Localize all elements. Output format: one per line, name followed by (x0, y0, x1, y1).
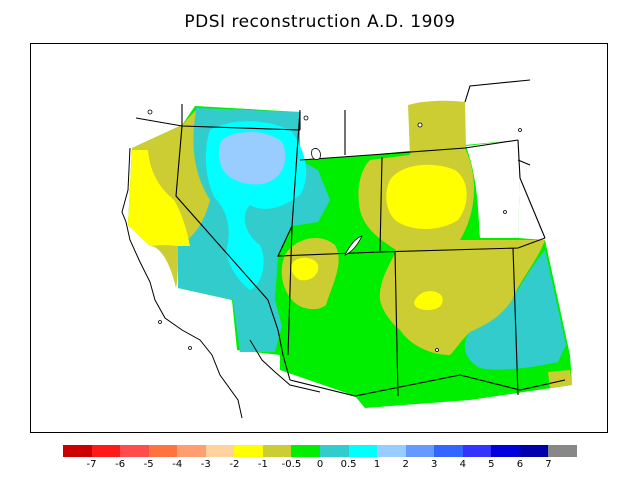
border-sd-ne (517, 159, 531, 166)
legend-swatch (262, 445, 292, 457)
legend-tick-label: 2 (402, 459, 409, 470)
island-1 (158, 320, 162, 324)
lake-4 (417, 122, 423, 128)
legend-tick-label: -6 (115, 459, 126, 470)
border-ok (512, 247, 519, 396)
chart-title: PDSI reconstruction A.D. 1909 (184, 12, 456, 32)
coastline-ca (121, 147, 243, 419)
legend-swatch (177, 445, 207, 457)
field-dry-wy (386, 164, 467, 229)
legend-tick-label: -7 (86, 459, 97, 470)
legend-swatch (120, 445, 150, 457)
legend-tick-label: -4 (172, 459, 183, 470)
legend-swatch (519, 445, 549, 457)
border-ne (517, 139, 546, 239)
island-2 (188, 346, 192, 350)
border-nm-tx (459, 374, 566, 391)
legend-tick-label: -3 (200, 459, 211, 470)
legend-swatch (377, 445, 407, 457)
legend-swatch (320, 445, 350, 457)
legend-swatch (491, 445, 521, 457)
legend-tick-label: 4 (459, 459, 466, 470)
border-nv-ca (175, 125, 269, 301)
lake-1 (311, 148, 321, 160)
legend-swatch (148, 445, 178, 457)
legend-swatch (63, 445, 93, 457)
coastline-baja (249, 339, 321, 393)
field-wetter-nw (219, 131, 286, 185)
border-az-south (289, 374, 461, 397)
no-data-east (466, 140, 520, 238)
legend-tick-label: -1 (257, 459, 268, 470)
border-az-nm (394, 251, 399, 397)
field-slightly-dry-se (548, 370, 572, 388)
great-salt-lake (344, 235, 363, 256)
field-dry-nm (414, 291, 443, 310)
legend-tick-label: 0 (316, 459, 324, 470)
lake-7 (435, 348, 439, 352)
legend-tick-label: 0.5 (340, 459, 357, 470)
legend-swatch (462, 445, 492, 457)
legend-tick-label: 7 (545, 459, 552, 470)
field-dry-ca (128, 150, 190, 246)
border-nd-sd (464, 79, 531, 103)
border-co-nm (379, 156, 383, 253)
lake-5 (518, 128, 522, 132)
legend-swatch (405, 445, 435, 457)
field-dry-ut (291, 257, 319, 281)
legend-swatch (348, 445, 378, 457)
color-legend (63, 445, 578, 457)
border-id-west (291, 109, 301, 227)
legend-swatch (234, 445, 264, 457)
legend-tick-label: -5 (143, 459, 154, 470)
legend-swatch (434, 445, 464, 457)
legend-tick-label: 1 (373, 459, 381, 470)
lake-2 (303, 115, 309, 121)
legend-tick-label: 3 (431, 459, 438, 470)
legend-swatch (548, 445, 578, 457)
border-mt-wy (299, 139, 519, 161)
field-slightly-dry-mt (408, 100, 466, 155)
legend-tick-label: -2 (229, 459, 240, 470)
legend-tick-label: 6 (516, 459, 524, 470)
lake-6 (503, 210, 507, 214)
legend-swatch (91, 445, 121, 457)
border-az-ca (267, 299, 291, 381)
legend-tick-label: -0.5 (281, 459, 302, 470)
border-ut-west (287, 225, 293, 356)
legend-swatch (205, 445, 235, 457)
legend-swatch (291, 445, 321, 457)
legend-tick-label: 5 (488, 459, 495, 470)
lake-3 (147, 109, 153, 115)
